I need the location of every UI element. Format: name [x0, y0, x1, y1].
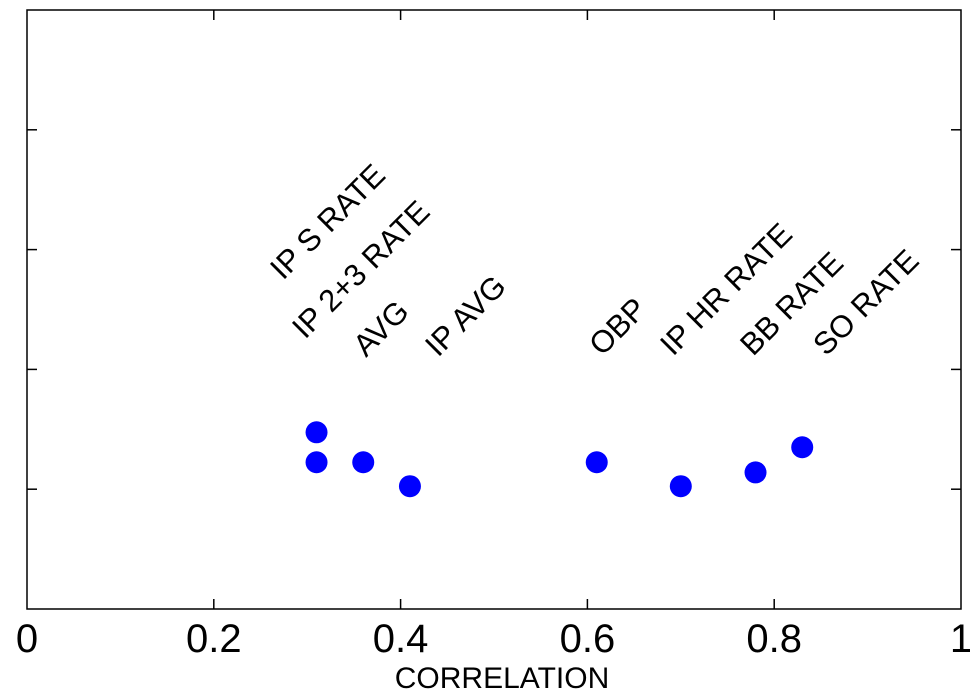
axis-ticks [27, 10, 961, 609]
x-tick-labels: 0 0.2 0.4 0.6 0.8 1 [16, 617, 970, 661]
data-points [305, 421, 814, 498]
x-tick-label: 0.6 [560, 617, 616, 661]
plot-area [26, 9, 962, 610]
x-axis-label: CORRELATION [395, 662, 609, 695]
x-tick-label: 0.4 [373, 617, 429, 661]
x-tick-label: 0.2 [186, 617, 242, 661]
x-tick-label: 0 [16, 617, 38, 661]
data-point [305, 421, 328, 444]
data-point [305, 451, 328, 474]
data-point [352, 451, 375, 474]
data-point [669, 475, 692, 498]
data-point [791, 436, 814, 459]
data-point [744, 461, 767, 484]
x-tick-label: 0.8 [746, 617, 802, 661]
data-point [585, 451, 608, 474]
data-point [398, 475, 421, 498]
x-tick-label: 1 [950, 617, 970, 661]
